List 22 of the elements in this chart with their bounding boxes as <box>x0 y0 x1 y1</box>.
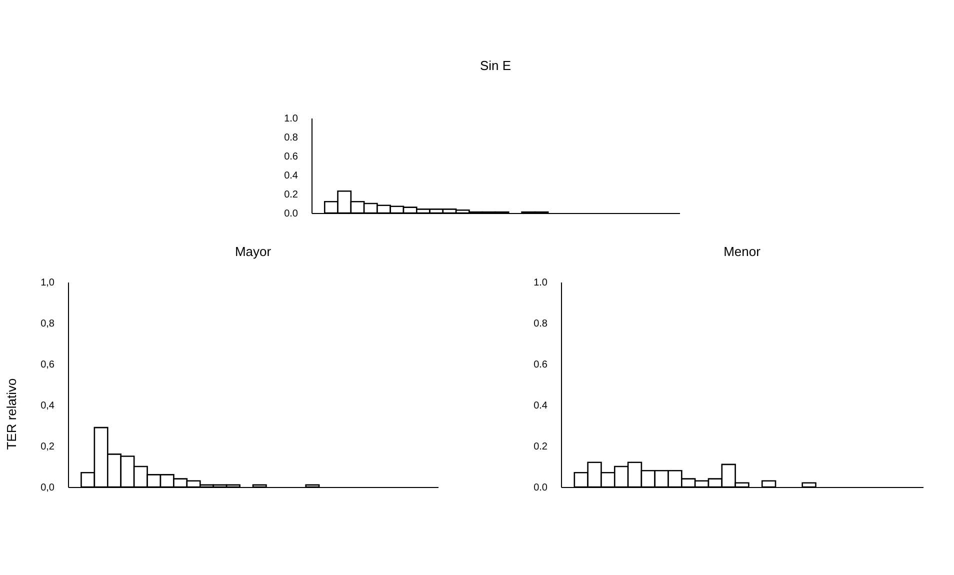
y-tick-label: 0.2 <box>284 190 298 200</box>
y-tick-label: 0.0 <box>284 208 298 220</box>
y-tick-label: 0.8 <box>284 132 298 144</box>
y-tick-label: 0.2 <box>534 442 548 452</box>
y-tick-label: 0.4 <box>284 170 298 182</box>
y-tick-label: 0,6 <box>40 360 55 370</box>
y-tick-label: 0.6 <box>284 152 298 162</box>
y-tick-label: 0.8 <box>534 318 548 330</box>
y-tick-label: 0,8 <box>40 318 55 330</box>
y-tick-label: 0.4 <box>534 400 548 412</box>
y-tick-label: 1.0 <box>534 278 548 288</box>
y-tick-label: 1.0 <box>284 114 298 124</box>
y-tick-label: 0,4 <box>40 400 55 412</box>
y-axis-title: TER relativo <box>4 378 19 450</box>
y-tick-label: 1,0 <box>40 278 55 288</box>
chart-title: Mayor <box>234 244 272 259</box>
y-tick-label: 0.6 <box>534 360 548 370</box>
chart-title: Sin E <box>480 58 512 73</box>
chart-title: Menor <box>724 244 762 259</box>
y-tick-label: 0,2 <box>40 442 55 452</box>
y-tick-label: 0,0 <box>40 482 55 494</box>
y-tick-label: 0.0 <box>534 482 548 494</box>
